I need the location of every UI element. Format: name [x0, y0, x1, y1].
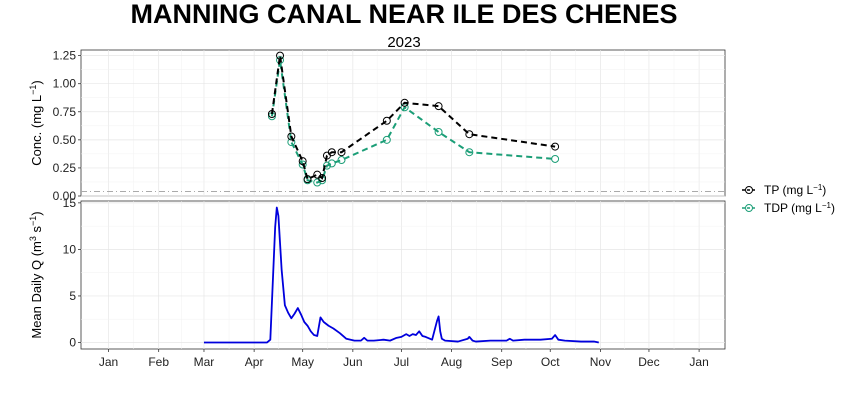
tp-point	[434, 102, 443, 111]
legend-tdp-label: TDP (mg L−1)	[764, 201, 835, 215]
tdp-point	[313, 178, 322, 187]
month-x-tick-label: Jun	[343, 355, 362, 369]
tp-point	[298, 157, 307, 166]
concentration-panel: 0.00 0.25 0.50 0.75 1.00 1.25	[53, 49, 726, 203]
month-x-ticks: Jan Feb Mar Apr May Jun Jul Aug Sep Oct Nov Dec Jan	[99, 349, 709, 369]
legend-item-tdp: TDP (mg L−1)	[742, 201, 835, 215]
month-x-tick-label: May	[291, 355, 314, 369]
tp-point	[382, 116, 391, 125]
discharge-y-tick-label: 0	[69, 335, 76, 349]
tp-point	[465, 130, 474, 139]
discharge-marks	[203, 206, 599, 344]
discharge-panel: 0 5 10 15	[63, 196, 726, 350]
month-x-tick-label: Apr	[245, 355, 264, 369]
concentration-y-tick-label: 0.75	[53, 105, 77, 119]
legend-tp-marker-icon	[745, 186, 753, 194]
month-x-tick-label: Jan	[99, 355, 118, 369]
discharge-y-axis-label: Mean Daily Q (m3 s−1)	[28, 211, 44, 338]
tdp-point	[337, 156, 346, 165]
discharge-y-tick-label: 15	[63, 196, 77, 210]
legend-tdp-marker-icon	[745, 204, 753, 212]
chart-subtitle: 2023	[387, 34, 420, 51]
discharge-y-tick-label: 10	[63, 242, 77, 256]
month-x-tick-label: Feb	[148, 355, 169, 369]
tdp-point	[327, 159, 336, 168]
month-x-tick-label: Sep	[491, 355, 513, 369]
month-x-tick-label: Mar	[194, 355, 215, 369]
month-x-tick-label: Oct	[541, 355, 560, 369]
tp-point	[337, 148, 346, 157]
concentration-y-tick-label: 1.25	[53, 49, 77, 63]
concentration-y-tick-label: 0.50	[53, 133, 77, 147]
tdp-point	[276, 56, 285, 65]
concentration-y-tick-label: 0.00	[53, 189, 77, 203]
legend-item-tp: TP (mg L−1)	[742, 183, 826, 197]
month-x-tick-label: Jan	[689, 355, 708, 369]
month-x-tick-label: Jul	[394, 355, 409, 369]
tp-series-line	[270, 55, 556, 181]
tdp-point	[465, 148, 474, 157]
chart-title: MANNING CANAL NEAR ILE DES CHENES	[130, 0, 677, 29]
tp-point	[287, 132, 296, 141]
tdp-point	[434, 127, 443, 136]
concentration-y-tick-label: 0.25	[53, 161, 77, 175]
discharge-panel-frame	[80, 200, 726, 350]
tdp-series-line	[270, 59, 556, 184]
concentration-panel-frame	[80, 49, 726, 197]
tp-point	[327, 148, 336, 157]
month-x-tick-label: Dec	[638, 355, 659, 369]
concentration-grid	[81, 50, 725, 197]
tp-point	[551, 142, 560, 151]
concentration-marks	[81, 51, 725, 193]
tp-point	[267, 110, 276, 119]
concentration-y-axis-label: Conc. (mg L−1)	[28, 80, 44, 165]
discharge-y-ticks: 0 5 10 15	[63, 196, 81, 349]
tdp-point	[298, 160, 307, 169]
discharge-grid	[81, 201, 725, 349]
legend: TP (mg L−1) TDP (mg L−1)	[742, 183, 835, 215]
concentration-y-tick-label: 1.00	[53, 77, 77, 91]
legend-tp-label: TP (mg L−1)	[764, 183, 826, 197]
discharge-y-tick-label: 5	[69, 289, 76, 303]
tdp-point	[382, 135, 391, 144]
month-x-tick-label: Aug	[441, 355, 462, 369]
tp-point	[400, 98, 409, 107]
discharge-series-line	[203, 206, 599, 344]
tp-point	[303, 175, 312, 184]
concentration-y-ticks: 0.00 0.25 0.50 0.75 1.00 1.25	[53, 49, 81, 203]
tp-point	[276, 51, 285, 60]
tdp-point	[322, 161, 331, 170]
month-x-tick-label: Nov	[590, 355, 611, 369]
tdp-point	[551, 154, 560, 163]
tp-point	[318, 174, 327, 183]
